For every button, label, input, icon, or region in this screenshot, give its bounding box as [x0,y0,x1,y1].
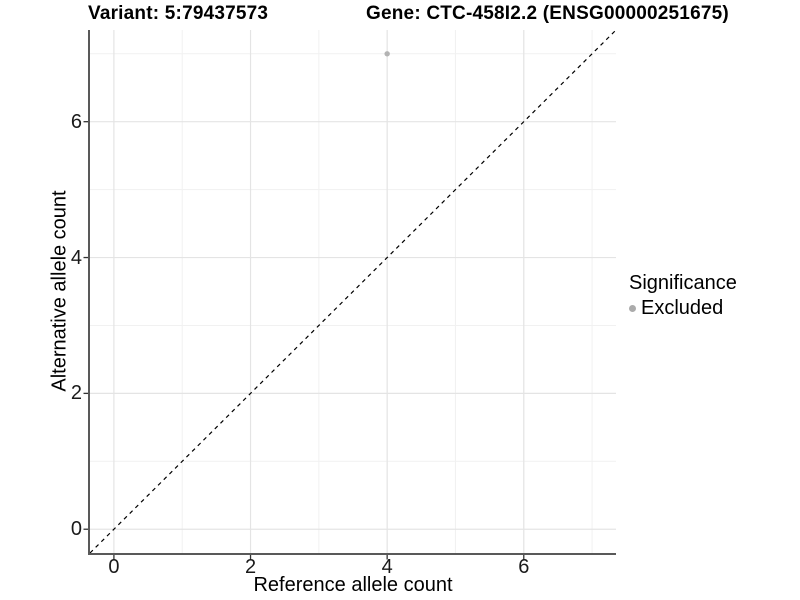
y-tick-label: 6 [70,110,82,133]
x-tick-label: 0 [108,556,120,578]
plot-title-gene: Gene: CTC-458I2.2 (ENSG00000251675) [366,3,729,24]
legend-title: Significance [629,272,737,294]
x-tick-label: 6 [518,556,530,578]
legend-point-swatch [629,304,636,312]
y-tick-label: 0 [70,518,82,541]
legend-entry-label: Excluded [641,297,724,319]
legend: Significance Excluded [629,272,737,319]
legend-entry-excluded: Excluded [629,297,737,319]
data-point [384,51,390,57]
x-axis-title: Reference allele count [253,574,453,596]
y-axis-title: Alternative allele count [48,190,71,392]
plot-title-variant: Variant: 5:79437573 [88,3,269,24]
y-tick-label: 4 [70,246,82,269]
x-tick-label: 4 [381,556,393,578]
identity-line [89,29,617,554]
x-tick-label: 2 [244,556,257,578]
y-tick-label: 2 [70,382,82,405]
